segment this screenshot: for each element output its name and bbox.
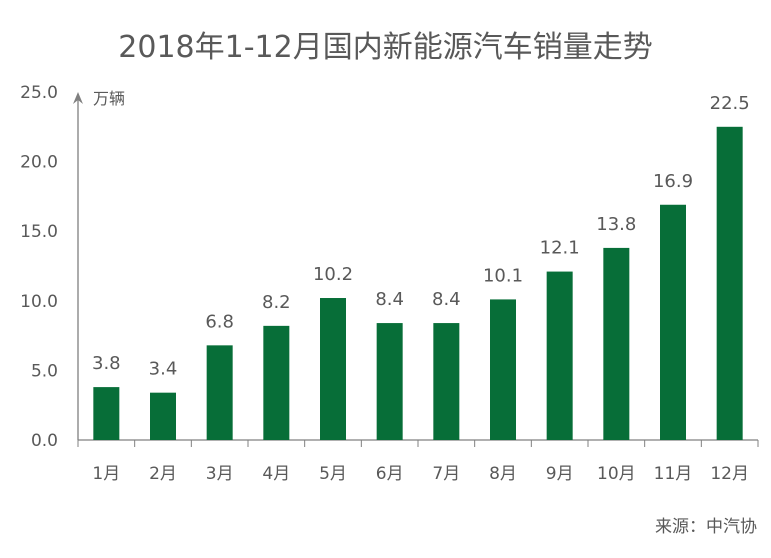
y-tick-label: 25.0	[20, 83, 58, 103]
bar-1月	[93, 387, 120, 440]
x-tick-label: 11月	[654, 464, 693, 484]
bar-11月	[660, 204, 686, 440]
bar-10月	[603, 247, 630, 440]
bar-4月	[263, 325, 290, 440]
x-tick-label: 12月	[710, 464, 749, 484]
chart-title: 2018年1-12月国内新能源汽车销量走势	[118, 30, 653, 65]
data-label: 22.5	[710, 93, 750, 114]
y-axis-arrow-icon	[73, 92, 83, 104]
x-tick-label: 9月	[546, 464, 574, 484]
bar-7月	[433, 323, 460, 440]
y-tick-label: 5.0	[31, 361, 58, 381]
x-tick-label: 2月	[149, 464, 177, 484]
bars	[93, 126, 743, 441]
x-tick-label: 4月	[262, 464, 290, 484]
data-label: 16.9	[653, 171, 693, 192]
data-label: 13.8	[596, 214, 636, 235]
bar-5月	[320, 298, 346, 440]
x-tick-label: 10月	[597, 464, 636, 484]
x-tick-label: 7月	[432, 464, 460, 484]
bar-9月	[546, 271, 573, 440]
y-tick-label: 0.0	[31, 431, 58, 451]
y-tick-label: 20.0	[20, 153, 58, 173]
bar-2月	[150, 392, 176, 440]
x-tick-label: 5月	[319, 464, 347, 484]
data-label: 8.4	[432, 289, 461, 310]
bar-8月	[490, 299, 516, 440]
y-tick-label: 10.0	[20, 292, 58, 312]
data-label: 6.8	[205, 311, 234, 332]
x-tick-label: 1月	[92, 464, 120, 484]
x-tick-label: 3月	[206, 464, 234, 484]
source-note: 来源：中汽协	[655, 517, 757, 537]
data-label: 10.2	[313, 264, 353, 285]
bar-12月	[716, 126, 743, 441]
data-label: 12.1	[540, 238, 580, 259]
data-label: 3.4	[149, 359, 178, 380]
x-tick-label: 6月	[376, 464, 404, 484]
data-label: 3.8	[92, 353, 121, 374]
x-tick-label: 8月	[489, 464, 517, 484]
bar-6月	[376, 323, 403, 440]
data-label: 8.2	[262, 292, 291, 313]
y-tick-label: 15.0	[20, 222, 58, 242]
bar-3月	[206, 345, 233, 440]
data-label: 10.1	[483, 265, 523, 286]
labels: 0.0 5.0 10.0 15.0 20.0 25.0 万辆 3.8 1月 3.4 2月 6.8 3月 8…	[20, 83, 750, 484]
y-unit-label: 万辆	[93, 89, 125, 108]
data-label: 8.4	[375, 289, 404, 310]
axes	[73, 92, 759, 447]
